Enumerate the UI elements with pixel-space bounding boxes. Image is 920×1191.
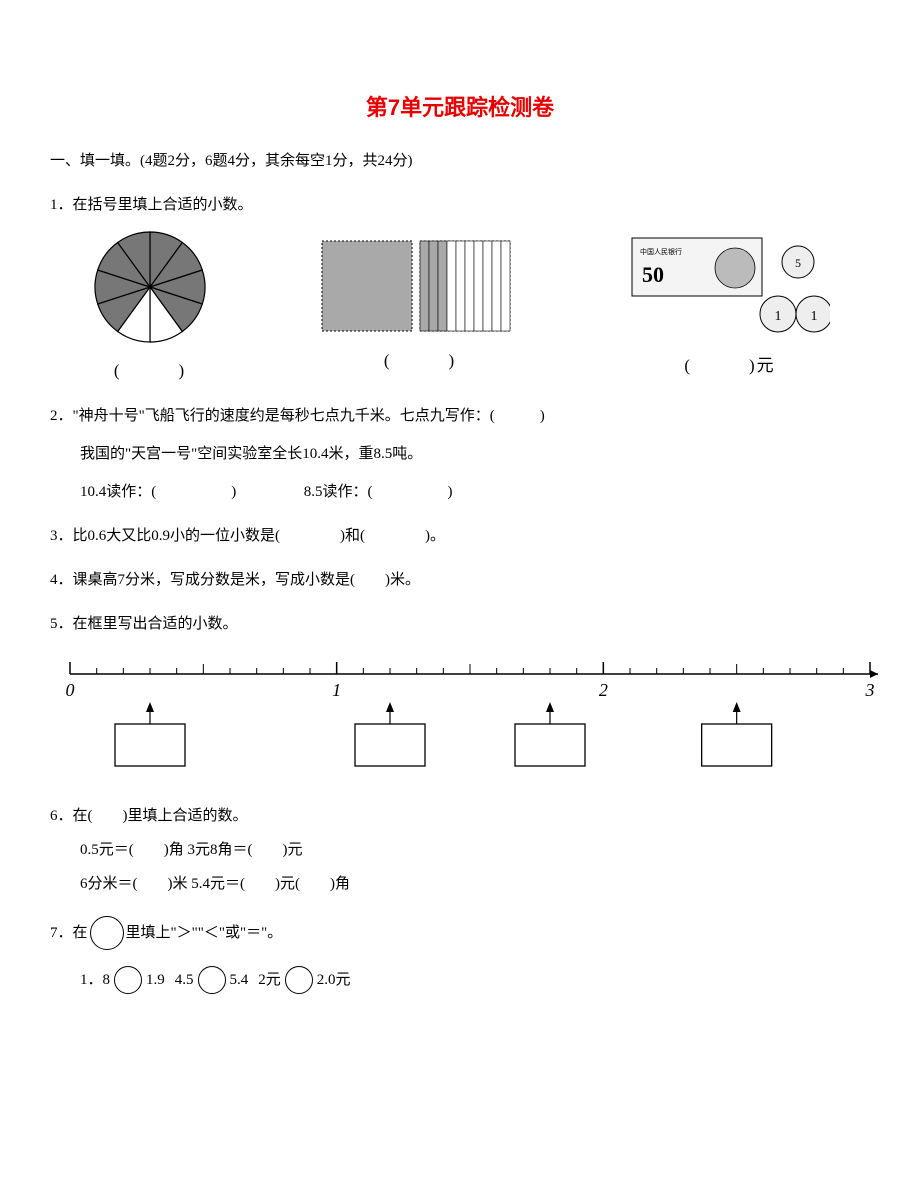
q7-item-b: 1.9 [146, 968, 165, 992]
q5-prompt: 5．在框里写出合适的小数。 [50, 612, 870, 636]
svg-text:1: 1 [775, 309, 782, 324]
question-4: 4．课桌高7分米，写成分数是米，写成小数是( )米。 [50, 568, 870, 592]
q7-prompt-post: 里填上"＞""＜"或"＝"。 [126, 921, 283, 945]
svg-text:2: 2 [599, 680, 608, 700]
q2-line1: 2．"神舟十号"飞船飞行的速度约是每秒七点九千米。七点九写作：( ) [50, 404, 870, 428]
q2-line2: 我国的"天宫一号"空间实验室全长10.4米，重8.5吨。 [50, 442, 870, 466]
q1-prompt: 1．在括号里填上合适的小数。 [50, 193, 870, 217]
blank-circle-icon [285, 966, 313, 994]
blank-circle-icon [114, 966, 142, 994]
svg-text:50: 50 [642, 262, 664, 287]
q6-line1: 0.5元＝( )角 3元8角＝( )元 [50, 838, 870, 862]
q1-blank-3: ( )元 [684, 352, 775, 379]
svg-text:3: 3 [865, 680, 875, 700]
q1-fig-pie: ( ) [90, 227, 210, 384]
q6-line2: 6分米＝( )米 5.4元＝( )元( )角 [50, 872, 870, 896]
question-7: 7．在 里填上"＞""＜"或"＝"。 1．8 1.9 4.5 5.4 2元 2.0元 [50, 916, 870, 994]
q7-prompt-pre: 7．在 [50, 921, 88, 945]
q1-blank-2: ( ) [384, 347, 456, 374]
svg-text:1: 1 [811, 309, 818, 324]
question-6: 6．在( )里填上合适的数。 0.5元＝( )角 3元8角＝( )元 6分米＝(… [50, 804, 870, 896]
question-3: 3．比0.6大又比0.9小的一位小数是( )和( )。 [50, 524, 870, 548]
number-line: 0 1 2 3 [50, 646, 890, 776]
q6-prompt: 6．在( )里填上合适的数。 [50, 804, 870, 828]
svg-text:中国人民银行: 中国人民银行 [640, 247, 682, 256]
q7-item-a: 1．8 [80, 968, 110, 992]
question-2: 2．"神舟十号"飞船飞行的速度约是每秒七点九千米。七点九写作：( ) 我国的"天… [50, 404, 870, 504]
pie-chart [90, 227, 210, 347]
svg-text:1: 1 [332, 680, 341, 700]
q7-item-a: 4.5 [175, 968, 194, 992]
q2-line3: 10.4读作：( ) 8.5读作：( ) [50, 480, 870, 504]
q1-fig-money: 中国人民银行 50 5 1 1 ( )元 [630, 232, 830, 379]
q7-item-a: 2元 [258, 968, 281, 992]
section-1-header: 一、填一填。(4题2分，6题4分，其余每空1分，共24分) [50, 149, 870, 173]
q1-blank-1: ( ) [114, 357, 186, 384]
svg-text:0: 0 [66, 680, 75, 700]
blank-circle-icon [90, 916, 124, 950]
page-title: 第7单元跟踪检测卷 [50, 90, 870, 125]
q7-item-b: 2.0元 [317, 968, 351, 992]
q2-read-2: 8.5读作：( ) [304, 484, 453, 500]
q7-item-b: 5.4 [230, 968, 249, 992]
blank-circle-icon [198, 966, 226, 994]
svg-text:5: 5 [795, 256, 801, 270]
question-5: 5．在框里写出合适的小数。 0123 [50, 612, 870, 784]
question-1: 1．在括号里填上合适的小数。 ( ) ( ) 中国人民银行 50 5 1 1 ( )元 [50, 193, 870, 384]
money-graphic: 中国人民银行 50 5 1 1 [630, 232, 830, 342]
q2-read-1: 10.4读作：( ) [80, 484, 236, 500]
q7-items: 1．8 1.9 4.5 5.4 2元 2.0元 [50, 966, 870, 994]
q1-fig-squares: ( ) [320, 237, 520, 374]
square-shading [320, 237, 520, 337]
